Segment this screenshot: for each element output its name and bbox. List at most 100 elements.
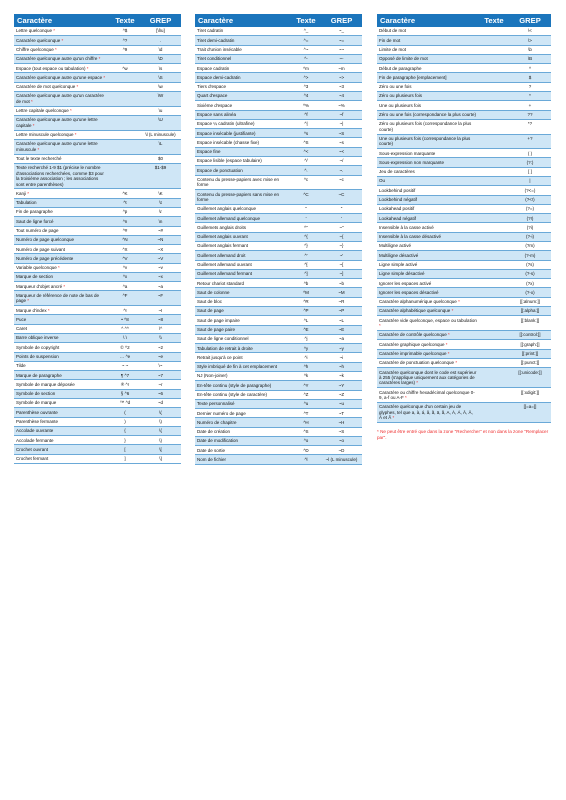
table-row: Barre oblique inverse \ \ \\ xyxy=(14,333,181,344)
table-row: Caractère graphique quelconque * [[:graph… xyxy=(377,339,551,350)
table-row: Espace lisible (espace tabulaire) ^/~/ xyxy=(195,156,362,167)
character-name: Guillemet allemand fermant xyxy=(195,269,291,280)
text-code xyxy=(479,269,509,280)
character-label: Ligne simple activé xyxy=(379,262,418,267)
glyph: § xyxy=(120,391,124,397)
character-name: Espace insécable (justifiante) xyxy=(195,128,291,139)
table-row: Espace de ponctuation ^. ~. xyxy=(195,165,362,176)
character-label: Caractère ou chiffre hexadécimal quelcon… xyxy=(379,389,475,400)
footnote-marker: * xyxy=(31,122,35,128)
grep-code: ~e xyxy=(140,352,181,362)
character-label: Multiligne désactivé xyxy=(379,252,419,258)
table-row: Insensible à la casse désactivé (?-i) xyxy=(377,232,551,243)
footnote-marker: * xyxy=(391,415,395,421)
character-label: Espace insécable (justifiante) xyxy=(197,130,256,136)
character-label: Lettre capitale quelconque xyxy=(16,108,69,114)
grep-code: ' xyxy=(321,213,362,224)
table-row: Ignorer les espaces activé (?x) xyxy=(377,278,551,289)
character-label: Puce xyxy=(16,316,27,322)
table-row: Tabulation ^t \t xyxy=(14,198,181,208)
text-code: ^E xyxy=(291,325,321,335)
character-label: Marque de section xyxy=(16,274,54,280)
text-code: ^h xyxy=(291,362,321,372)
character-name: Une ou plusieurs fois (correspondance la… xyxy=(377,134,479,150)
text-code: ^{ xyxy=(291,232,321,243)
character-name: Numéro de chapitre xyxy=(195,417,291,428)
table-row: Tiret cadratin ^_ ~_ xyxy=(195,27,362,37)
table-row: Marque de paragraphe ¶ ^7 ~7 xyxy=(14,370,181,381)
character-name: Lettre minuscule quelconque * xyxy=(14,130,110,140)
grep-code: +? xyxy=(509,134,551,150)
table-row: Lettre quelconque * ^$ [\l\u] xyxy=(14,27,181,37)
table-row: Ligne simple désactivé (?-s) xyxy=(377,269,551,280)
character-name: Contenu du presse-papiers sans mise en f… xyxy=(195,189,291,205)
glyph: ~ xyxy=(121,363,125,369)
text-code xyxy=(479,72,509,83)
character-name: Caractère alphabétique quelconque * xyxy=(377,306,479,317)
character-label: Guillemet anglais quelconque xyxy=(197,206,257,212)
character-name: Espace fine xyxy=(195,147,291,157)
character-label: Nom de fichier xyxy=(197,456,227,462)
character-label: Caractère quelconque autre qu'une lettre… xyxy=(16,117,98,128)
character-label: Sixième d'espace xyxy=(197,102,233,108)
text-code: ^Y xyxy=(291,380,321,391)
text-code: ' xyxy=(291,213,321,224)
table-row: Puce • ^8 ~8 xyxy=(14,314,181,325)
text-code: ¶ ^7 xyxy=(110,370,140,381)
text-code xyxy=(479,358,509,369)
table-row: Caractère quelconque autre qu'une lettre… xyxy=(14,115,181,131)
character-label: Espace ¼ cadratin (ultrafine) xyxy=(197,121,255,127)
character-name: Lookahead négatif xyxy=(377,213,479,224)
text-code-value: ^8 xyxy=(124,316,129,322)
text-code: ^H xyxy=(291,417,321,428)
table-row: Kanji * ^K \K xyxy=(14,188,181,199)
character-label: Espace cadratin xyxy=(197,65,230,71)
glyph: \ xyxy=(123,335,125,341)
table-row: Marque d'index * ^I ~I xyxy=(14,305,181,316)
grep-code: ~' xyxy=(321,250,362,261)
character-label: Lookahead négatif xyxy=(379,215,417,221)
character-label: Retrait jusqu'à ce point xyxy=(197,354,243,360)
text-code xyxy=(479,35,509,46)
character-label: Jeu de caractères xyxy=(379,169,415,175)
table-row: Retour chariot standard ^b ~b xyxy=(195,278,362,289)
text-code: ^. xyxy=(291,165,321,176)
header-character: Caractère xyxy=(14,14,110,27)
character-name: Guillemet anglais fermant xyxy=(195,241,291,252)
grep-code: [[:alpha:]] xyxy=(509,306,551,317)
grep-code: (?i) xyxy=(509,222,551,233)
footnote-marker: * xyxy=(53,47,57,52)
table-row: Multiligne désactivé (?-m) xyxy=(377,250,551,261)
table-row: Caractère quelconque * ^?. xyxy=(14,35,181,46)
grep-code: (?!) xyxy=(509,213,551,224)
character-label: Lettre minuscule quelconque xyxy=(16,132,74,138)
table-row: Multiligne activé (?m) xyxy=(377,241,551,252)
character-name: Espace ¼ cadratin (ultrafine) xyxy=(195,119,291,130)
character-label: Tiret demi-cadratin xyxy=(197,37,235,43)
footnote-marker: * xyxy=(68,108,72,114)
character-name: Parenthèse fermante xyxy=(14,417,110,427)
table-row: Parenthèse fermante) \) xyxy=(14,417,181,427)
character-name: Fin de paragraphe xyxy=(14,207,110,218)
grep-code: ~f xyxy=(321,110,362,120)
grep-code: (?<!) xyxy=(509,195,551,205)
character-name: Saut de ligne conditionnel xyxy=(195,334,291,345)
text-code xyxy=(479,367,509,389)
grep-code: (?x) xyxy=(509,278,551,289)
grep-code: ~# xyxy=(140,226,181,236)
table-row: Zéro ou plusieurs fois (correspondance l… xyxy=(377,119,551,135)
table-row: En-tête continu (style de caractère) ^Z ~Z xyxy=(195,390,362,400)
grep-code: (?-m) xyxy=(509,250,551,261)
character-name: Saut de colonne xyxy=(195,287,291,298)
grep-code: [[:unicode:]] xyxy=(509,367,551,389)
table-row: Caractère quelconque d'un certain jeu de… xyxy=(377,402,551,423)
text-code: ^x xyxy=(110,272,140,283)
character-name: Lettre quelconque * xyxy=(14,27,110,37)
text-code xyxy=(479,167,509,178)
character-label: Une ou plusieurs fois (correspondance la… xyxy=(379,135,471,147)
table-row: Début de mot \< xyxy=(377,27,551,37)
grep-code: \t xyxy=(140,198,181,208)
character-label: Tout numéro de page xyxy=(16,227,59,233)
grep-code: [[:print:]] xyxy=(509,349,551,359)
table-row: Caractère de ponctuation quelconque * [[:… xyxy=(377,358,551,369)
